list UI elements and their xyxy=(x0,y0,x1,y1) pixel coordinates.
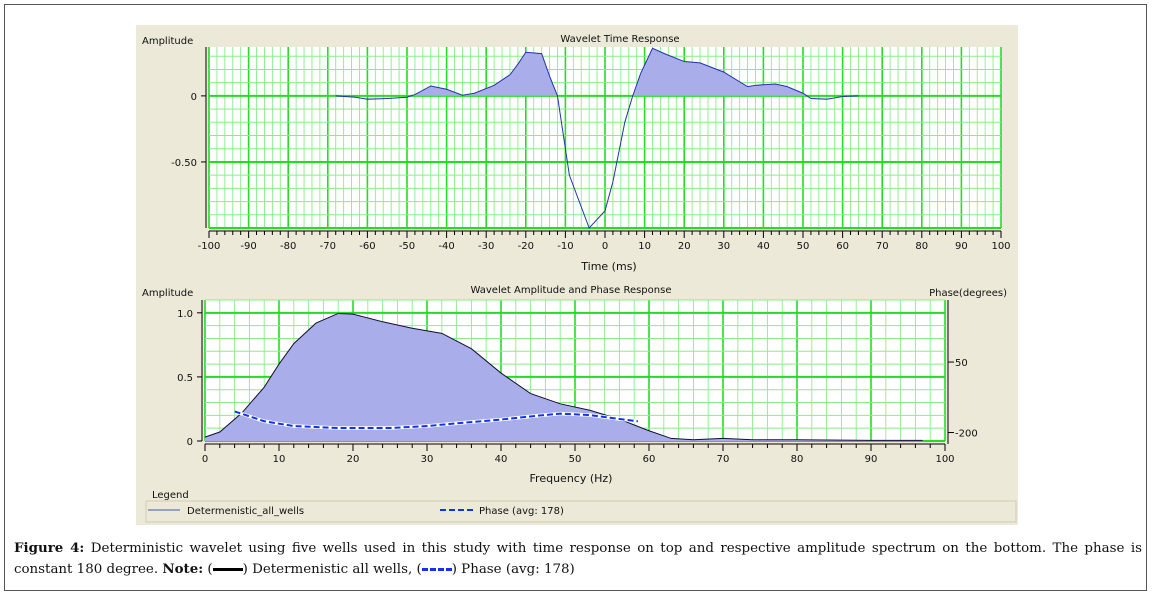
x-tick-label: 50 xyxy=(797,241,810,252)
x-tick-label: 70 xyxy=(717,454,730,465)
amplitude-phase-plot: 0 10 20 30 40 50 60 70 80 90 100 0 0.5 1.0 50 -200 xyxy=(177,299,978,465)
time-response-plot: -100 -90 -80 -70 -60 -50 -40 -30 -20 -10 0 10 20 30 40… xyxy=(171,47,1011,252)
x-tick-label: 0 xyxy=(202,454,208,465)
caption-note-1: ) Determenistic all wells, ( xyxy=(242,562,422,577)
x-tick-label: -50 xyxy=(399,241,415,252)
top-xlabel: Time (ms) xyxy=(580,260,636,273)
caption-note-2: ) Phase (avg: 178) xyxy=(451,562,575,577)
bottom-xlabel: Frequency (Hz) xyxy=(530,472,613,485)
y2-tick-label: -200 xyxy=(955,429,978,440)
x-tick-label: 90 xyxy=(955,241,968,252)
x-tick-label: 70 xyxy=(876,241,889,252)
x-tick-label: -10 xyxy=(557,241,573,252)
x-tick-label: 60 xyxy=(836,241,849,252)
amplitude-fill xyxy=(335,48,859,96)
bottom-ylabel: Amplitude xyxy=(142,288,193,299)
x-tick-label: 80 xyxy=(791,454,804,465)
x-tick-label: 90 xyxy=(865,454,878,465)
x-tick-label: 20 xyxy=(347,454,360,465)
legend-title: Legend xyxy=(152,490,189,501)
amplitude-line xyxy=(335,47,859,229)
x-tick-label: -100 xyxy=(198,241,221,252)
figure-frame xyxy=(4,4,1147,591)
x-tick-label: 40 xyxy=(757,241,770,252)
x-tick-label: 80 xyxy=(915,241,928,252)
x-tick-label: -30 xyxy=(478,241,494,252)
x-tick-label: 40 xyxy=(495,454,508,465)
wavelet-charts: Amplitude Wavelet Time Response Time (ms… xyxy=(142,34,1017,523)
x-tick-label: -80 xyxy=(280,241,296,252)
y-tick-label: 0.5 xyxy=(177,373,193,384)
phase-line-halo xyxy=(234,409,639,430)
figure-caption: Figure 4: Deterministic wavelet using fi… xyxy=(14,538,1142,580)
x-tick-label: -60 xyxy=(359,241,375,252)
x-tick-label: 0 xyxy=(602,241,608,252)
amplitude-line xyxy=(204,312,923,441)
caption-solid-swatch xyxy=(212,568,243,571)
bottom-y2label: Phase(degrees) xyxy=(929,288,1007,299)
caption-label: Figure 4: xyxy=(14,540,85,556)
y-tick-label: 1.0 xyxy=(177,309,193,320)
y-tick-label: 0 xyxy=(187,437,193,448)
x-tick-label: -70 xyxy=(320,241,336,252)
x-tick-label: 50 xyxy=(569,454,582,465)
caption-note-label: Note: xyxy=(162,561,204,577)
x-tick-label: 100 xyxy=(935,454,954,465)
caption-text: Deterministic wavelet using five wells u… xyxy=(14,541,1142,577)
x-tick-label: 100 xyxy=(991,241,1010,252)
x-tick-label: 10 xyxy=(638,241,651,252)
x-tick-label: -20 xyxy=(518,241,534,252)
x-tick-label: -40 xyxy=(438,241,454,252)
caption-paren: ( xyxy=(203,562,213,577)
legend-label-wavelet: Determenistic_all_wells xyxy=(187,506,304,517)
x-tick-label: 30 xyxy=(717,241,730,252)
chart-panel: Amplitude Wavelet Time Response Time (ms… xyxy=(136,25,1018,525)
y2-tick-label: 50 xyxy=(955,358,968,369)
amplitude-fill xyxy=(205,313,923,441)
x-tick-label: 60 xyxy=(643,454,656,465)
bottom-title: Wavelet Amplitude and Phase Response xyxy=(471,285,672,296)
y-tick-label: -0.50 xyxy=(171,158,197,169)
top-title: Wavelet Time Response xyxy=(560,34,679,45)
y-tick-label: 0 xyxy=(191,92,197,103)
legend-label-phase: Phase (avg: 178) xyxy=(479,506,564,517)
top-ylabel: Amplitude xyxy=(142,36,193,47)
caption-dashed-swatch xyxy=(421,568,452,571)
x-tick-label: 20 xyxy=(678,241,691,252)
x-tick-label: -90 xyxy=(240,241,256,252)
x-tick-label: 30 xyxy=(421,454,434,465)
legend-box xyxy=(145,500,1017,523)
x-tick-label: 10 xyxy=(273,454,286,465)
